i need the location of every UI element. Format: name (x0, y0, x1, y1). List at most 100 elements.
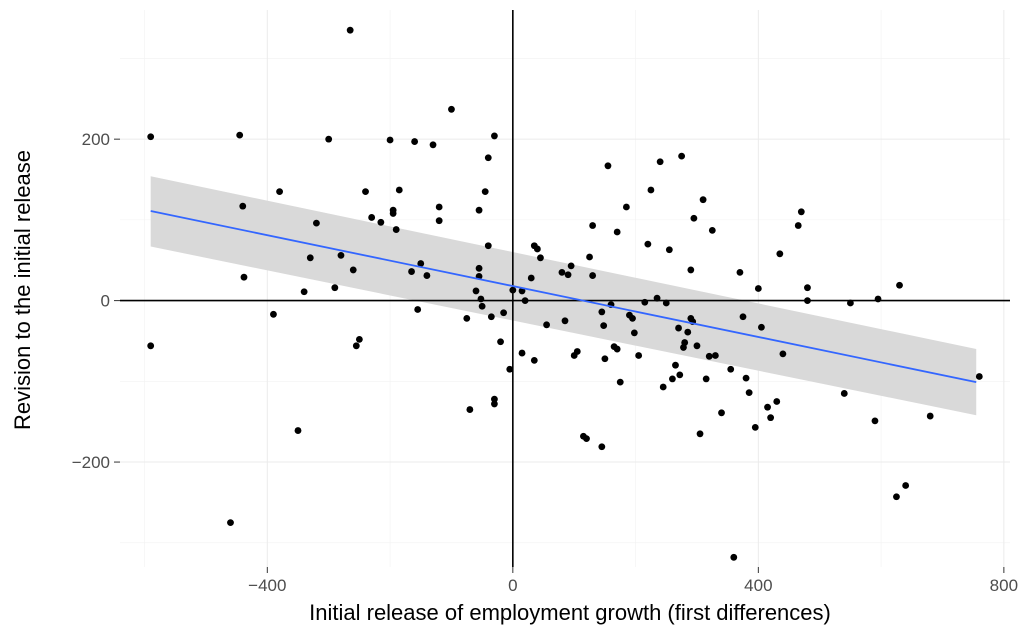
data-point (466, 406, 474, 413)
data-point (711, 352, 719, 359)
data-point (530, 356, 538, 364)
data-point (414, 306, 422, 313)
data-point (331, 284, 339, 292)
data-point (497, 338, 504, 346)
data-point (662, 299, 670, 307)
data-point (527, 274, 535, 282)
data-point (847, 299, 854, 307)
data-point (804, 297, 811, 305)
data-point (600, 322, 608, 330)
data-point (481, 188, 489, 196)
data-point (484, 154, 492, 162)
regression-line (150, 210, 977, 384)
data-point (613, 228, 621, 236)
data-point (533, 245, 541, 253)
data-point (653, 294, 661, 302)
data-point (758, 323, 765, 331)
data-point (325, 135, 333, 143)
data-point (389, 210, 397, 217)
data-point (586, 253, 593, 261)
y-axis: −200 0 200 (72, 130, 120, 472)
data-point (491, 400, 498, 408)
data-point (147, 342, 155, 350)
data-point (669, 375, 676, 383)
data-point (423, 272, 431, 279)
data-point (573, 348, 581, 355)
data-point (589, 272, 597, 279)
data-point (509, 286, 517, 294)
data-point (487, 313, 495, 321)
fit-layer (150, 210, 977, 384)
data-point (601, 355, 609, 363)
data-point (751, 423, 759, 431)
data-point (435, 217, 443, 225)
data-point (368, 214, 376, 221)
data-point (475, 206, 483, 214)
data-point (871, 417, 879, 425)
data-point (773, 398, 781, 405)
data-point (567, 262, 575, 270)
data-point (754, 285, 762, 292)
data-point (475, 264, 483, 272)
data-point (681, 339, 689, 346)
data-point (147, 133, 155, 141)
data-point (306, 254, 314, 262)
data-point (484, 242, 492, 250)
data-point (435, 203, 443, 211)
data-point (767, 414, 775, 422)
data-point (708, 226, 716, 234)
data-point (537, 254, 544, 262)
data-point (337, 252, 345, 259)
data-point (472, 287, 480, 295)
data-point (730, 553, 738, 561)
data-point (702, 375, 710, 383)
data-point (696, 430, 704, 438)
data-point (276, 188, 283, 196)
data-point (656, 158, 664, 166)
data-point (408, 268, 415, 275)
data-point (491, 395, 498, 403)
data-point (558, 268, 566, 276)
y-tick-label: 0 (101, 292, 110, 311)
data-point (630, 329, 638, 337)
data-point (500, 309, 508, 317)
data-point (477, 295, 485, 303)
data-point (776, 250, 784, 258)
data-point (902, 482, 910, 489)
data-point (676, 371, 684, 379)
data-point (518, 349, 526, 357)
data-point (491, 132, 498, 140)
data-point (506, 365, 514, 373)
data-point (583, 435, 590, 443)
data-point (300, 288, 308, 296)
data-point (395, 186, 403, 194)
x-tick-label: 400 (744, 576, 772, 595)
data-point (629, 314, 636, 322)
data-point (840, 390, 848, 397)
data-point (561, 317, 569, 325)
data-point (665, 246, 673, 254)
data-point (463, 314, 471, 322)
data-point (346, 26, 354, 34)
x-tick-label: 0 (508, 576, 517, 595)
data-point (794, 222, 802, 229)
data-point (739, 313, 747, 321)
data-point (417, 260, 425, 267)
data-point (616, 378, 624, 386)
data-point (926, 412, 934, 420)
data-point (975, 373, 983, 380)
points (147, 26, 983, 561)
data-point (613, 345, 621, 353)
data-point (727, 365, 735, 373)
data-point (429, 141, 437, 149)
y-tick-label: −200 (72, 453, 110, 472)
data-point (598, 443, 606, 451)
data-point (687, 266, 695, 274)
data-point (478, 302, 486, 310)
data-point (893, 493, 900, 501)
data-point (392, 226, 400, 233)
data-point (635, 352, 643, 359)
data-point (604, 162, 612, 170)
y-axis-title: Revision to the initial release (10, 150, 35, 430)
